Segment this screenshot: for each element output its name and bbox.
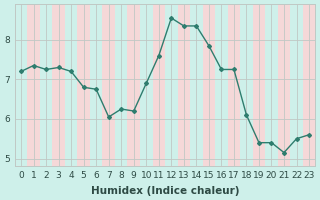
Bar	[27, 4, 40, 166]
Bar	[153, 4, 165, 166]
Bar	[40, 4, 52, 166]
Bar	[190, 4, 203, 166]
Bar	[127, 4, 140, 166]
Bar	[240, 4, 253, 166]
Bar	[290, 4, 303, 166]
Bar	[115, 4, 127, 166]
Bar	[228, 4, 240, 166]
Bar	[77, 4, 90, 166]
Bar	[178, 4, 190, 166]
Bar	[303, 4, 315, 166]
Bar	[253, 4, 265, 166]
Bar	[90, 4, 102, 166]
Bar	[203, 4, 215, 166]
X-axis label: Humidex (Indice chaleur): Humidex (Indice chaleur)	[91, 186, 239, 196]
Bar	[65, 4, 77, 166]
Bar	[165, 4, 178, 166]
Bar	[15, 4, 27, 166]
Bar	[215, 4, 228, 166]
Bar	[265, 4, 278, 166]
Bar	[52, 4, 65, 166]
Bar	[278, 4, 290, 166]
Bar	[102, 4, 115, 166]
Bar	[140, 4, 153, 166]
